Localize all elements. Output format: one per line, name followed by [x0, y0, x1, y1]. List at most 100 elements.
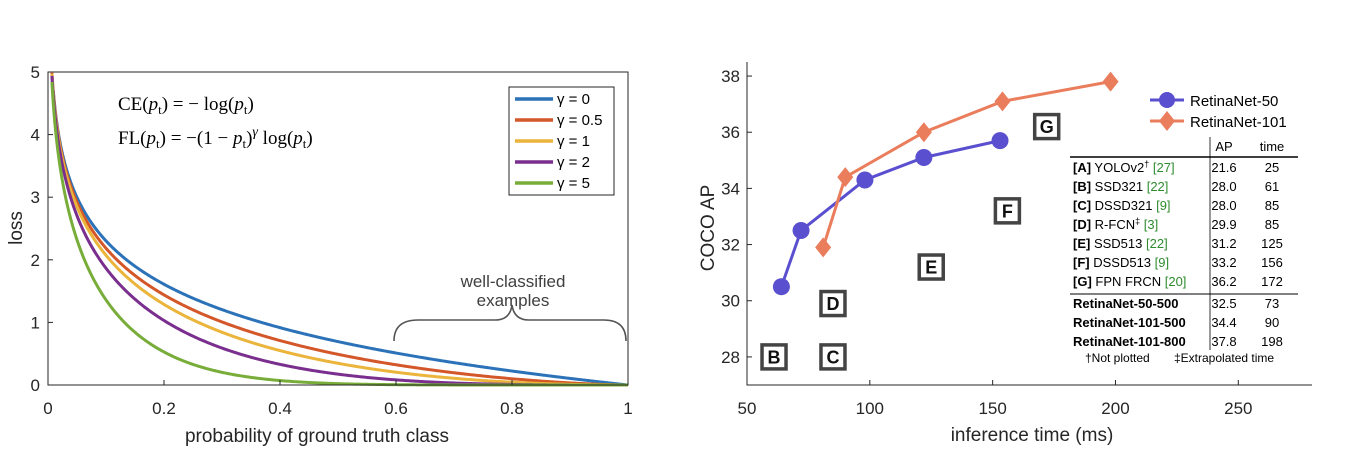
- retinanet-series: [772, 71, 1119, 296]
- table-row-cite: [22]: [1143, 179, 1168, 194]
- table-row-sup: †: [1144, 159, 1149, 169]
- left-legend-label: γ = 1: [557, 133, 590, 150]
- table-row-name: R-FCN: [1091, 217, 1135, 232]
- loss-curve-0: [51, 91, 629, 387]
- series-point-RetinaNet-50: [856, 171, 874, 189]
- speed-accuracy-chart: 50 100 150 200 250 28 30 32 34 36 38 B C D E F G infere…: [698, 62, 1312, 446]
- series-line-RetinaNet-50: [779, 139, 1001, 288]
- annotation-line-1: well-classified: [460, 272, 566, 291]
- table-row-tag: [E]: [1073, 236, 1090, 251]
- right-y-tick-label: 30: [721, 292, 740, 311]
- fl-pt-3: p: [291, 128, 303, 149]
- table-row-tag: [G]: [1073, 274, 1092, 289]
- right-y-tick-label: 34: [721, 179, 740, 198]
- table-header-ap: AP: [1215, 139, 1232, 154]
- fl-pt-2: p: [231, 128, 243, 149]
- right-y-tick-label: 32: [721, 236, 740, 255]
- series-point-RetinaNet-50: [915, 148, 933, 166]
- table-row-ap: 21.6: [1211, 160, 1236, 175]
- table-retina-name: RetinaNet-101-800: [1073, 334, 1186, 349]
- right-y-tick-label: 38: [721, 67, 740, 86]
- right-y-tick-label: 36: [721, 123, 740, 142]
- table-row-method: [G] FPN FRCN [20]: [1073, 274, 1186, 289]
- annotation-line-2: examples: [477, 291, 550, 310]
- ce-pt-sub-2: t: [244, 102, 248, 117]
- fl-log: log(: [263, 128, 294, 149]
- table-row-name: DSSD513: [1090, 255, 1151, 270]
- table-row-time: 25: [1265, 160, 1279, 175]
- method-point-box: [1032, 112, 1061, 141]
- method-point-label: C: [826, 347, 839, 367]
- table-row-method: [D] R-FCN‡ [3]: [1073, 216, 1158, 232]
- method-point-label: B: [768, 347, 781, 367]
- left-plot-frame: [47, 71, 629, 386]
- ce-pt-sub: t: [158, 102, 162, 117]
- series-point-RetinaNet-101: [915, 122, 932, 143]
- table-row-time: 125: [1261, 236, 1283, 251]
- table-retina-time: 198: [1261, 334, 1283, 349]
- ce-pt-2: p: [232, 94, 244, 115]
- method-point-label: F: [1002, 201, 1013, 221]
- method-point-box: [819, 289, 847, 318]
- right-x-axis-label: inference time (ms): [951, 425, 1114, 446]
- left-legend-label: γ = 0: [557, 91, 590, 108]
- left-axis-ticks: 0 0.2 0.4 0.6 0.8 1 0 1 2 3 4 5: [31, 63, 633, 418]
- right-y-axis-label: COCO AP: [698, 185, 719, 272]
- focal-loss-chart: 0 0.2 0.4 0.6 0.8 1 0 1 2 3 4 5 probability of grou…: [6, 63, 633, 447]
- right-legend-marker: [1159, 92, 1175, 108]
- left-y-tick-label: 2: [31, 251, 40, 270]
- left-y-tick-label: 3: [31, 188, 40, 207]
- competitor-points: B C D E F G: [760, 112, 1061, 371]
- ce-lhs: CE(: [118, 94, 149, 115]
- right-x-tick-label: 250: [1224, 399, 1252, 418]
- left-x-tick-label: 0.2: [152, 399, 176, 418]
- table-row-cite: [20]: [1161, 274, 1186, 289]
- loss-curve-1: [50, 72, 629, 387]
- table-retina-ap: 32.5: [1211, 296, 1236, 311]
- method-point-box: [917, 253, 945, 281]
- table-row-tag: [C]: [1073, 198, 1091, 213]
- series-point-RetinaNet-50: [792, 222, 810, 240]
- right-legend-marker: [1159, 111, 1175, 131]
- table-row-tag: [F]: [1073, 255, 1090, 270]
- left-legend-label: γ = 0.5: [557, 112, 602, 129]
- fl-pt: p: [145, 128, 157, 149]
- table-row-method: [C] DSSD321 [9]: [1073, 198, 1171, 213]
- fl-gamma: γ: [252, 125, 258, 140]
- right-legend: RetinaNet-50 RetinaNet-101: [1150, 92, 1287, 131]
- series-point-RetinaNet-101: [1102, 71, 1119, 92]
- ce-pt: p: [147, 94, 159, 115]
- table-row-time: 61: [1265, 179, 1279, 194]
- table-row-method: [B] SSD321 [22]: [1073, 179, 1168, 194]
- table-row-ap: 31.2: [1211, 236, 1236, 251]
- method-point-box: [819, 343, 847, 371]
- table-row-ap: 36.2: [1211, 274, 1236, 289]
- table-row-name: DSSD321: [1091, 198, 1152, 213]
- fl-pt-sub-2: t: [242, 136, 246, 151]
- method-point-label: D: [826, 294, 839, 314]
- left-x-tick-label: 0.6: [384, 399, 408, 418]
- method-point-label: E: [925, 258, 937, 278]
- table-row-ap: 28.0: [1211, 179, 1236, 194]
- series-point-RetinaNet-101: [815, 237, 832, 258]
- right-x-tick-label: 150: [978, 399, 1006, 418]
- table-retina-name: RetinaNet-50-500: [1073, 296, 1179, 311]
- table-row-time: 85: [1265, 198, 1279, 213]
- table-header-time: time: [1260, 139, 1285, 154]
- right-y-tick-label: 28: [721, 348, 740, 367]
- right-legend-label: RetinaNet-101: [1190, 114, 1287, 131]
- table-row-ap: 28.0: [1211, 198, 1236, 213]
- fl-pt-sub-3: t: [303, 136, 307, 151]
- series-point-RetinaNet-50: [991, 132, 1009, 150]
- table-row-cite: [9]: [1151, 255, 1169, 270]
- left-legend-label: γ = 2: [557, 154, 590, 171]
- table-row-name: FPN FRCN: [1092, 274, 1161, 289]
- table-row-name: YOLOv2: [1091, 160, 1144, 175]
- table-retina-ap: 34.4: [1211, 315, 1236, 330]
- fl-formula: FL(pt) = −(1 − pt)γ log(pt): [118, 125, 313, 151]
- table-row-sup: ‡: [1135, 216, 1140, 226]
- table-row-tag: [A]: [1073, 160, 1091, 175]
- series-point-RetinaNet-101: [837, 167, 854, 188]
- method-point-box: [760, 343, 788, 371]
